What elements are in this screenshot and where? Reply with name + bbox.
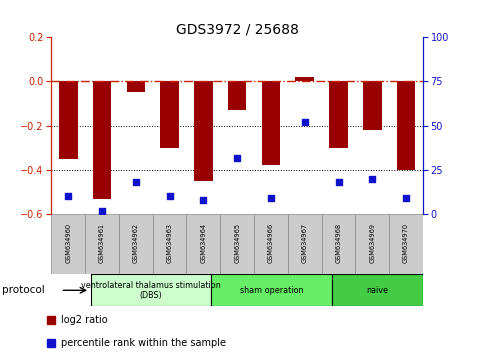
Bar: [119, 214, 152, 274]
Bar: [220, 214, 254, 274]
Point: [132, 179, 140, 185]
Bar: [59, 81, 78, 159]
Point: [401, 195, 409, 201]
Text: log2 ratio: log2 ratio: [61, 315, 107, 325]
Bar: [194, 81, 212, 181]
Text: percentile rank within the sample: percentile rank within the sample: [61, 338, 225, 348]
Text: GSM634966: GSM634966: [267, 223, 273, 263]
Point: [334, 179, 342, 185]
Point: [233, 155, 241, 160]
Bar: [90, 274, 211, 306]
Point: [98, 208, 106, 213]
Bar: [287, 214, 321, 274]
Text: protocol: protocol: [2, 285, 45, 295]
Bar: [93, 81, 111, 199]
Bar: [261, 81, 280, 166]
Bar: [85, 214, 119, 274]
Bar: [362, 81, 381, 130]
Point: [165, 194, 173, 199]
Text: GSM634969: GSM634969: [368, 223, 374, 263]
Text: sham operation: sham operation: [240, 286, 303, 295]
Point: [300, 119, 308, 125]
Text: GSM634965: GSM634965: [234, 223, 240, 263]
Bar: [152, 214, 186, 274]
Bar: [126, 81, 145, 92]
Bar: [355, 214, 388, 274]
Bar: [186, 214, 220, 274]
Point: [367, 176, 375, 182]
Text: GSM634967: GSM634967: [301, 223, 307, 263]
Bar: [211, 274, 332, 306]
Text: GSM634970: GSM634970: [402, 223, 408, 263]
Text: GSM634961: GSM634961: [99, 223, 105, 263]
Text: naive: naive: [366, 286, 388, 295]
Bar: [396, 81, 414, 170]
Point: [266, 195, 274, 201]
Title: GDS3972 / 25688: GDS3972 / 25688: [175, 22, 298, 36]
Text: GSM634968: GSM634968: [335, 223, 341, 263]
Bar: [295, 77, 313, 81]
Bar: [254, 214, 287, 274]
Bar: [227, 81, 246, 110]
Bar: [51, 214, 85, 274]
Text: GSM634964: GSM634964: [200, 223, 206, 263]
Bar: [388, 214, 422, 274]
Point: [199, 197, 207, 203]
Text: ventrolateral thalamus stimulation
(DBS): ventrolateral thalamus stimulation (DBS): [81, 281, 221, 300]
Text: GSM634963: GSM634963: [166, 223, 172, 263]
Point: [64, 194, 72, 199]
Bar: [160, 81, 179, 148]
Text: GSM634960: GSM634960: [65, 223, 71, 263]
Bar: [332, 274, 422, 306]
Text: GSM634962: GSM634962: [133, 223, 139, 263]
Bar: [321, 214, 355, 274]
Bar: [328, 81, 347, 148]
